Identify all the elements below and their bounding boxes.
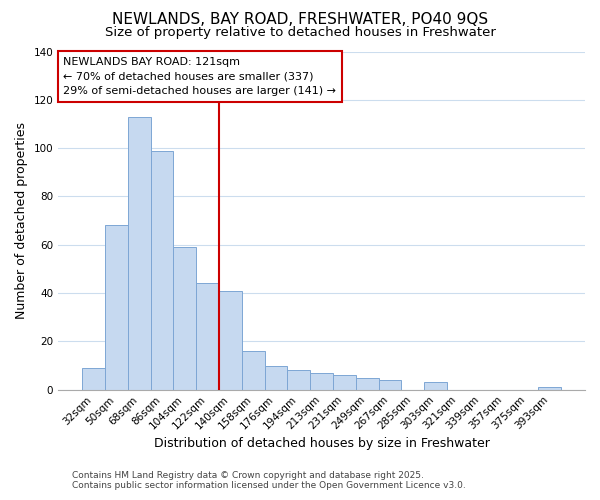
Text: NEWLANDS, BAY ROAD, FRESHWATER, PO40 9QS: NEWLANDS, BAY ROAD, FRESHWATER, PO40 9QS [112, 12, 488, 28]
Bar [379, 380, 401, 390]
Bar [424, 382, 447, 390]
Bar [538, 388, 561, 390]
Bar [287, 370, 310, 390]
Bar [219, 290, 242, 390]
Text: Contains HM Land Registry data © Crown copyright and database right 2025.
Contai: Contains HM Land Registry data © Crown c… [72, 470, 466, 490]
Bar [356, 378, 379, 390]
Bar [265, 366, 287, 390]
Bar [196, 284, 219, 390]
Bar [333, 375, 356, 390]
Bar [173, 247, 196, 390]
Text: Size of property relative to detached houses in Freshwater: Size of property relative to detached ho… [104, 26, 496, 39]
Bar [82, 368, 105, 390]
Bar [151, 150, 173, 390]
Bar [105, 226, 128, 390]
Bar [242, 351, 265, 390]
Text: NEWLANDS BAY ROAD: 121sqm
← 70% of detached houses are smaller (337)
29% of semi: NEWLANDS BAY ROAD: 121sqm ← 70% of detac… [64, 56, 337, 96]
Bar [310, 373, 333, 390]
Bar [128, 116, 151, 390]
Y-axis label: Number of detached properties: Number of detached properties [15, 122, 28, 319]
X-axis label: Distribution of detached houses by size in Freshwater: Distribution of detached houses by size … [154, 437, 490, 450]
